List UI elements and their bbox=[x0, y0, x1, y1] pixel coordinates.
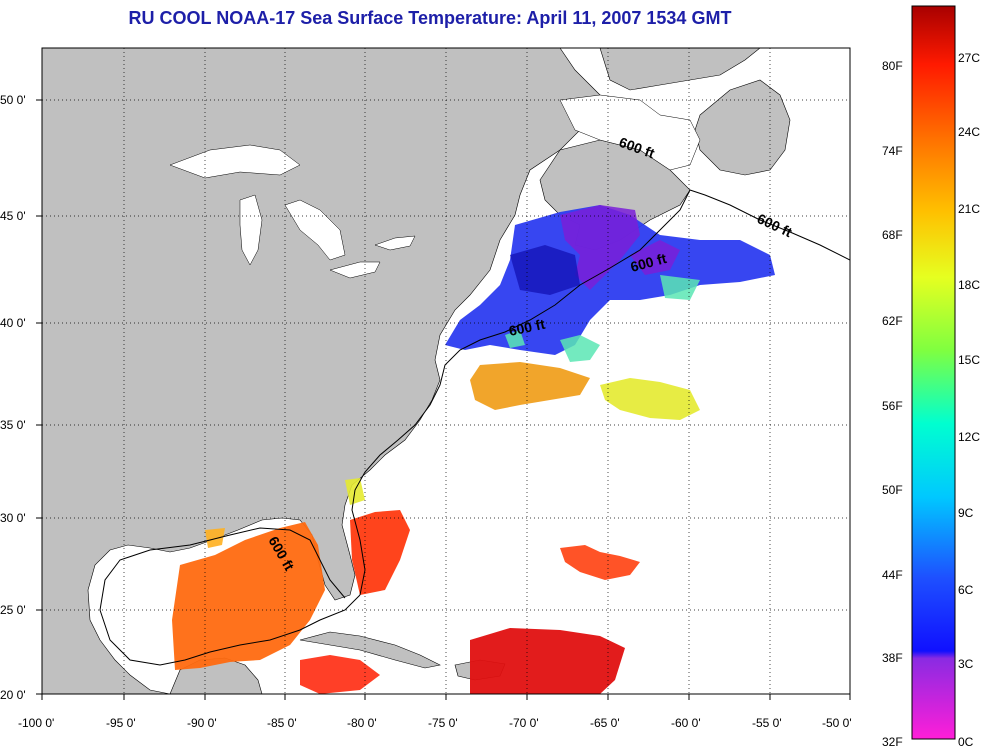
colorbar bbox=[911, 5, 956, 740]
sst-cool-fringe bbox=[505, 275, 700, 362]
sst-caribbean-south bbox=[300, 655, 380, 694]
colorbar-f-label: 44F bbox=[882, 568, 903, 582]
lat-tick-label: 45 0' bbox=[0, 209, 26, 223]
lon-tick-label: -50 0' bbox=[822, 716, 852, 730]
colorbar-c-label: 24C bbox=[958, 125, 980, 139]
colorbar-f-label: 74F bbox=[882, 144, 903, 158]
lon-tick-label: -90 0' bbox=[187, 716, 217, 730]
sst-purple-region bbox=[560, 205, 680, 290]
map-tick-marks bbox=[36, 99, 851, 700]
colorbar-c-label: 15C bbox=[958, 353, 980, 367]
colorbar-c-label: 9C bbox=[958, 506, 974, 520]
colorbar-f-label: 68F bbox=[882, 228, 903, 242]
lon-tick-label: -85 0' bbox=[267, 716, 297, 730]
land-cuba bbox=[299, 631, 441, 669]
land-labrador bbox=[599, 48, 761, 91]
lon-tick-label: -95 0' bbox=[106, 716, 136, 730]
colorbar-f-label: 32F bbox=[882, 735, 903, 749]
lat-tick-label: 25 0' bbox=[0, 603, 26, 617]
lon-tick-label: -60 0' bbox=[671, 716, 701, 730]
sst-gulf-stream-front bbox=[470, 362, 590, 410]
sst-sargasso-patch bbox=[560, 545, 640, 580]
latitude-labels: 20 0' 25 0' 30 0' 35 0' 40 0' 45 0' 50 0… bbox=[0, 93, 26, 702]
lon-tick-label: -55 0' bbox=[752, 716, 782, 730]
land-newfoundland bbox=[694, 79, 791, 176]
land-north-america bbox=[42, 48, 601, 694]
colorbar-f-label: 50F bbox=[882, 483, 903, 497]
sst-dark-blue-region bbox=[510, 245, 580, 295]
sst-florida-east-warm bbox=[350, 510, 410, 595]
lon-tick-label: -100 0' bbox=[18, 716, 54, 730]
contour-label: 600 ft bbox=[507, 316, 546, 339]
longitude-labels: -100 0' -95 0' -90 0' -85 0' -80 0' -75 … bbox=[18, 716, 852, 730]
gulf-st-lawrence bbox=[559, 94, 701, 171]
colorbar-c-label: 12C bbox=[958, 430, 980, 444]
lat-tick-label: 30 0' bbox=[0, 511, 26, 525]
great-lakes bbox=[169, 144, 416, 279]
isobath-line bbox=[351, 189, 850, 596]
lon-tick-label: -65 0' bbox=[590, 716, 620, 730]
colorbar-c-label: 6C bbox=[958, 583, 974, 597]
lat-tick-label: 40 0' bbox=[0, 316, 26, 330]
map-title: RU COOL NOAA-17 Sea Surface Temperature:… bbox=[128, 8, 732, 28]
sst-cold-region bbox=[445, 205, 775, 355]
sst-yellow-patch bbox=[345, 378, 700, 505]
lon-tick-label: -80 0' bbox=[347, 716, 377, 730]
lon-tick-label: -75 0' bbox=[428, 716, 458, 730]
colorbar-f-label: 56F bbox=[882, 399, 903, 413]
colorbar-c-label: 18C bbox=[958, 278, 980, 292]
sst-caribbean-hot bbox=[470, 628, 625, 694]
map-grid bbox=[42, 48, 850, 694]
lat-tick-label: 50 0' bbox=[0, 93, 26, 107]
colorbar-c-label: 0C bbox=[958, 735, 974, 749]
sst-gulf-warm bbox=[172, 522, 325, 670]
isobath-line-gulf bbox=[99, 527, 361, 666]
lat-tick-label: 20 0' bbox=[0, 688, 26, 702]
lon-tick-label: -70 0' bbox=[509, 716, 539, 730]
colorbar-f-label: 80F bbox=[882, 59, 903, 73]
colorbar-fahrenheit-labels: 80F 74F 68F 62F 56F 50F 44F 38F 32F bbox=[882, 59, 903, 749]
colorbar-c-label: 21C bbox=[958, 202, 980, 216]
lat-tick-label: 35 0' bbox=[0, 418, 26, 432]
colorbar-f-label: 62F bbox=[882, 314, 903, 328]
sst-gulf-yellow-edge bbox=[205, 528, 225, 548]
colorbar-c-label: 27C bbox=[958, 51, 980, 65]
colorbar-f-label: 38F bbox=[882, 651, 903, 665]
colorbar-c-label: 3C bbox=[958, 657, 974, 671]
colorbar-celsius-labels: 27C 24C 21C 18C 15C 12C 9C 6C 3C 0C bbox=[958, 51, 980, 749]
